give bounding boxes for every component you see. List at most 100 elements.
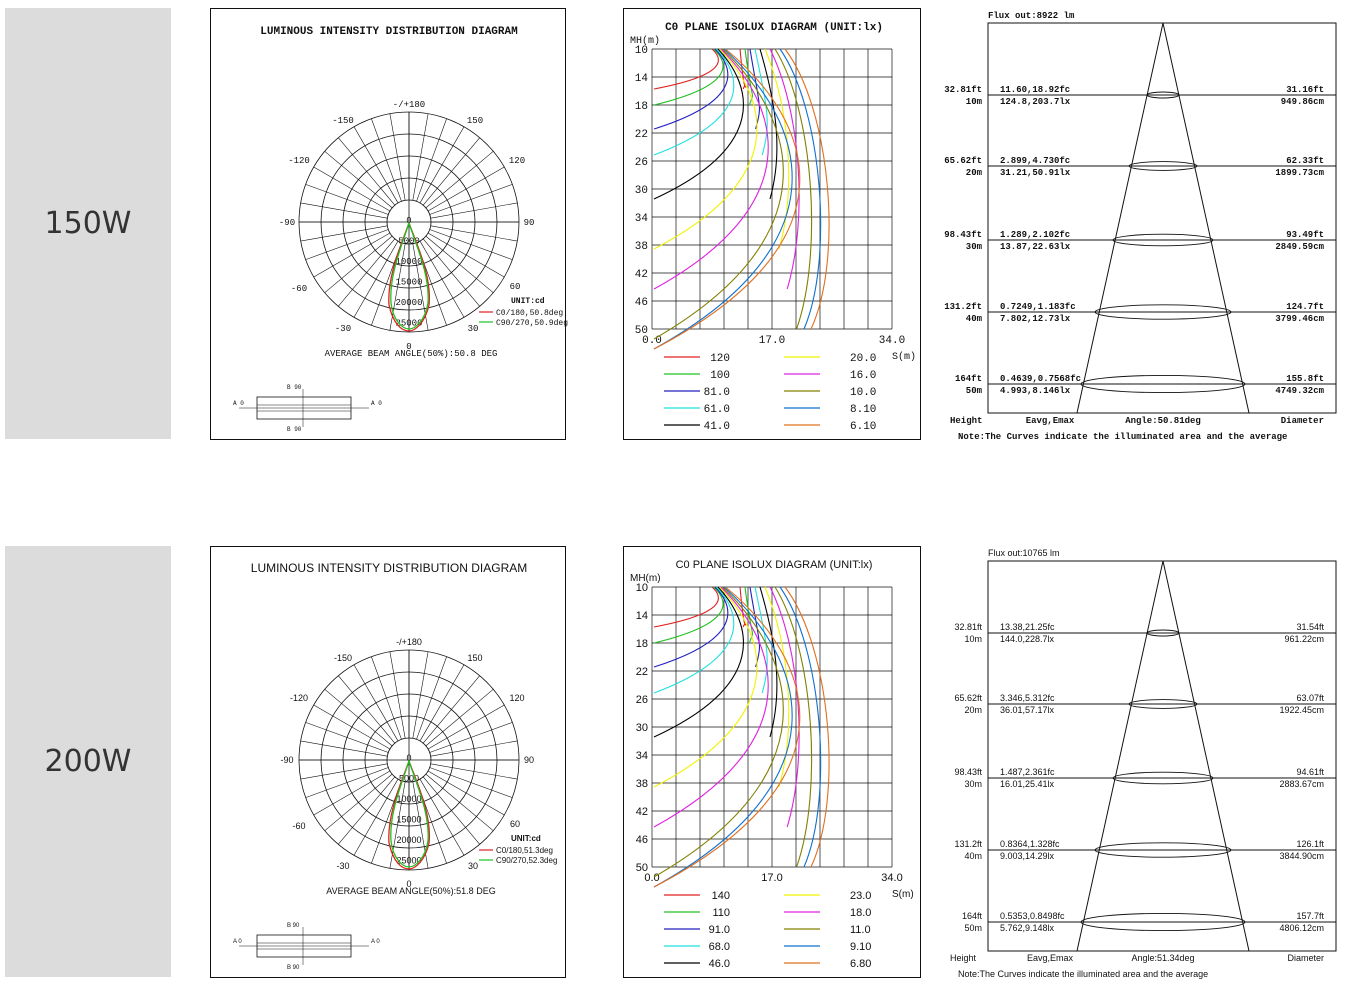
height-ft: 131.2ft bbox=[954, 839, 982, 849]
diameter-cm: 4806.12cm bbox=[1279, 923, 1324, 933]
ring-value-label: 5000 bbox=[399, 774, 419, 784]
illuminance-fc: 11.60,18.92fc bbox=[1000, 85, 1070, 95]
diameter-cm: 4749.32cm bbox=[1275, 386, 1324, 396]
footer-height: Height bbox=[950, 416, 982, 426]
ring-value-label: 10000 bbox=[396, 794, 421, 804]
diameter-cm: 1899.73cm bbox=[1275, 168, 1324, 178]
illuminance-lx: 7.802,12.73lx bbox=[1000, 314, 1071, 324]
cone-frame bbox=[987, 22, 1337, 414]
polar-spoke bbox=[305, 229, 389, 260]
isolux-curve bbox=[653, 48, 729, 130]
polar-spoke bbox=[416, 656, 447, 740]
height-m: 10m bbox=[966, 97, 983, 107]
isolux-curve bbox=[774, 48, 813, 330]
polar-spoke bbox=[371, 656, 402, 740]
isolux-curve bbox=[744, 586, 753, 644]
isolux-curve bbox=[653, 586, 801, 888]
polar-spoke bbox=[353, 240, 399, 318]
legend-value: 16.0 bbox=[850, 370, 876, 382]
ring-value-label: 25000 bbox=[395, 319, 422, 329]
footer-diameter: Diameter bbox=[1281, 416, 1324, 426]
illuminance-fc: 0.4639,0.7568fc bbox=[1000, 374, 1081, 384]
height-m: 40m bbox=[966, 314, 983, 324]
height-ft: 98.43ft bbox=[954, 767, 982, 777]
polar-spoke bbox=[300, 202, 388, 219]
angle-label: -60 bbox=[292, 821, 305, 831]
polar-spoke bbox=[430, 225, 518, 242]
illuminance-fc: 3.346,5.312fc bbox=[1000, 693, 1055, 703]
polar-spoke bbox=[324, 151, 393, 209]
legend-value: 41.0 bbox=[704, 421, 730, 433]
polar-spoke bbox=[429, 722, 513, 753]
legend-label: C0/180,51.3deg bbox=[496, 846, 553, 855]
isolux-x-axis-label: S(m) bbox=[892, 889, 914, 900]
legend-value: 140 bbox=[712, 890, 730, 902]
isolux-curve bbox=[769, 586, 800, 828]
polar-spoke bbox=[338, 776, 396, 845]
lamp-b90-bottom: B 90 bbox=[287, 965, 300, 971]
legend-value: 11.0 bbox=[850, 924, 871, 936]
intensity-curve bbox=[390, 758, 429, 868]
polar-spoke bbox=[422, 675, 480, 744]
diameter-cm: 961.22cm bbox=[1284, 634, 1324, 644]
isolux-y-tick: 42 bbox=[635, 269, 648, 281]
cone-note: Note:The Curves indicate the illuminated… bbox=[958, 432, 1287, 442]
isolux-x-tick: 17.0 bbox=[759, 335, 785, 347]
unit-label: UNIT:cd bbox=[511, 834, 541, 843]
beam-angle-label: AVERAGE BEAM ANGLE(50%):50.8 DEG bbox=[325, 349, 498, 359]
illuminance-fc: 2.899,4.730fc bbox=[1000, 156, 1070, 166]
isolux-curve bbox=[754, 48, 768, 156]
beam-angle-label: AVERAGE BEAM ANGLE(50%):51.8 DEG bbox=[326, 886, 495, 896]
angle-label: -120 bbox=[288, 156, 310, 166]
diameter-cm: 949.86cm bbox=[1281, 97, 1325, 107]
cone-edge bbox=[1162, 22, 1250, 414]
diameter-cm: 1922.45cm bbox=[1279, 705, 1324, 715]
intensity-curve bbox=[390, 220, 429, 330]
illuminance-fc: 13.38,21.25fc bbox=[1000, 622, 1055, 632]
isolux-x-axis-label: S(m) bbox=[892, 351, 916, 363]
legend-value: 6.80 bbox=[850, 958, 871, 970]
diameter-ft: 31.16ft bbox=[1286, 85, 1324, 95]
isolux-y-tick: 50 bbox=[635, 325, 648, 337]
polar-spoke bbox=[425, 773, 494, 831]
lamp-orientation-sketch bbox=[239, 389, 369, 427]
isolux-curve bbox=[784, 586, 830, 868]
isolux-curve bbox=[744, 48, 753, 106]
diameter-ft: 155.8ft bbox=[1286, 374, 1324, 384]
polar-title: LUMINOUS INTENSITY DISTRIBUTION DIAGRAM bbox=[251, 561, 527, 575]
polar-spoke bbox=[313, 166, 391, 212]
height-m: 10m bbox=[964, 634, 982, 644]
power-rating-box: 150W bbox=[5, 8, 171, 439]
polar-spoke bbox=[353, 126, 399, 204]
isolux-title: C0 PLANE ISOLUX DIAGRAM (UNIT:lx) bbox=[676, 559, 873, 571]
angle-label: -150 bbox=[332, 116, 354, 126]
polar-spoke bbox=[412, 651, 429, 739]
polar-spoke bbox=[425, 689, 494, 747]
polar-spoke bbox=[419, 126, 465, 204]
isolux-x-tick: 0.0 bbox=[644, 872, 659, 884]
isolux-curve bbox=[779, 586, 822, 868]
diameter-cm: 3799.46cm bbox=[1275, 314, 1324, 324]
diameter-cm: 2849.59cm bbox=[1275, 242, 1324, 252]
illuminance-lx: 13.87,22.63lx bbox=[1000, 242, 1071, 252]
polar-spoke bbox=[427, 232, 505, 278]
angle-label: -60 bbox=[291, 284, 307, 294]
polar-spoke bbox=[422, 238, 480, 307]
diameter-ft: 62.33ft bbox=[1286, 156, 1324, 166]
beam-ellipse bbox=[1146, 91, 1180, 99]
isolux-curve bbox=[653, 586, 719, 628]
lamp-b90-bottom: B 90 bbox=[287, 426, 302, 433]
polar-spoke bbox=[353, 778, 399, 856]
cone-edge bbox=[1076, 22, 1164, 414]
polar-spoke bbox=[427, 770, 505, 816]
diameter-ft: 31.54ft bbox=[1296, 622, 1324, 632]
isolux-curve bbox=[784, 48, 830, 330]
beam-ellipse bbox=[1112, 771, 1214, 785]
polar-spoke bbox=[430, 202, 518, 219]
polar-spoke bbox=[422, 776, 480, 845]
isolux-curve bbox=[653, 586, 793, 888]
height-ft: 98.43ft bbox=[944, 230, 982, 240]
polar-spoke bbox=[300, 740, 388, 757]
polar-spoke bbox=[430, 740, 518, 757]
legend-value: 100 bbox=[710, 370, 730, 382]
